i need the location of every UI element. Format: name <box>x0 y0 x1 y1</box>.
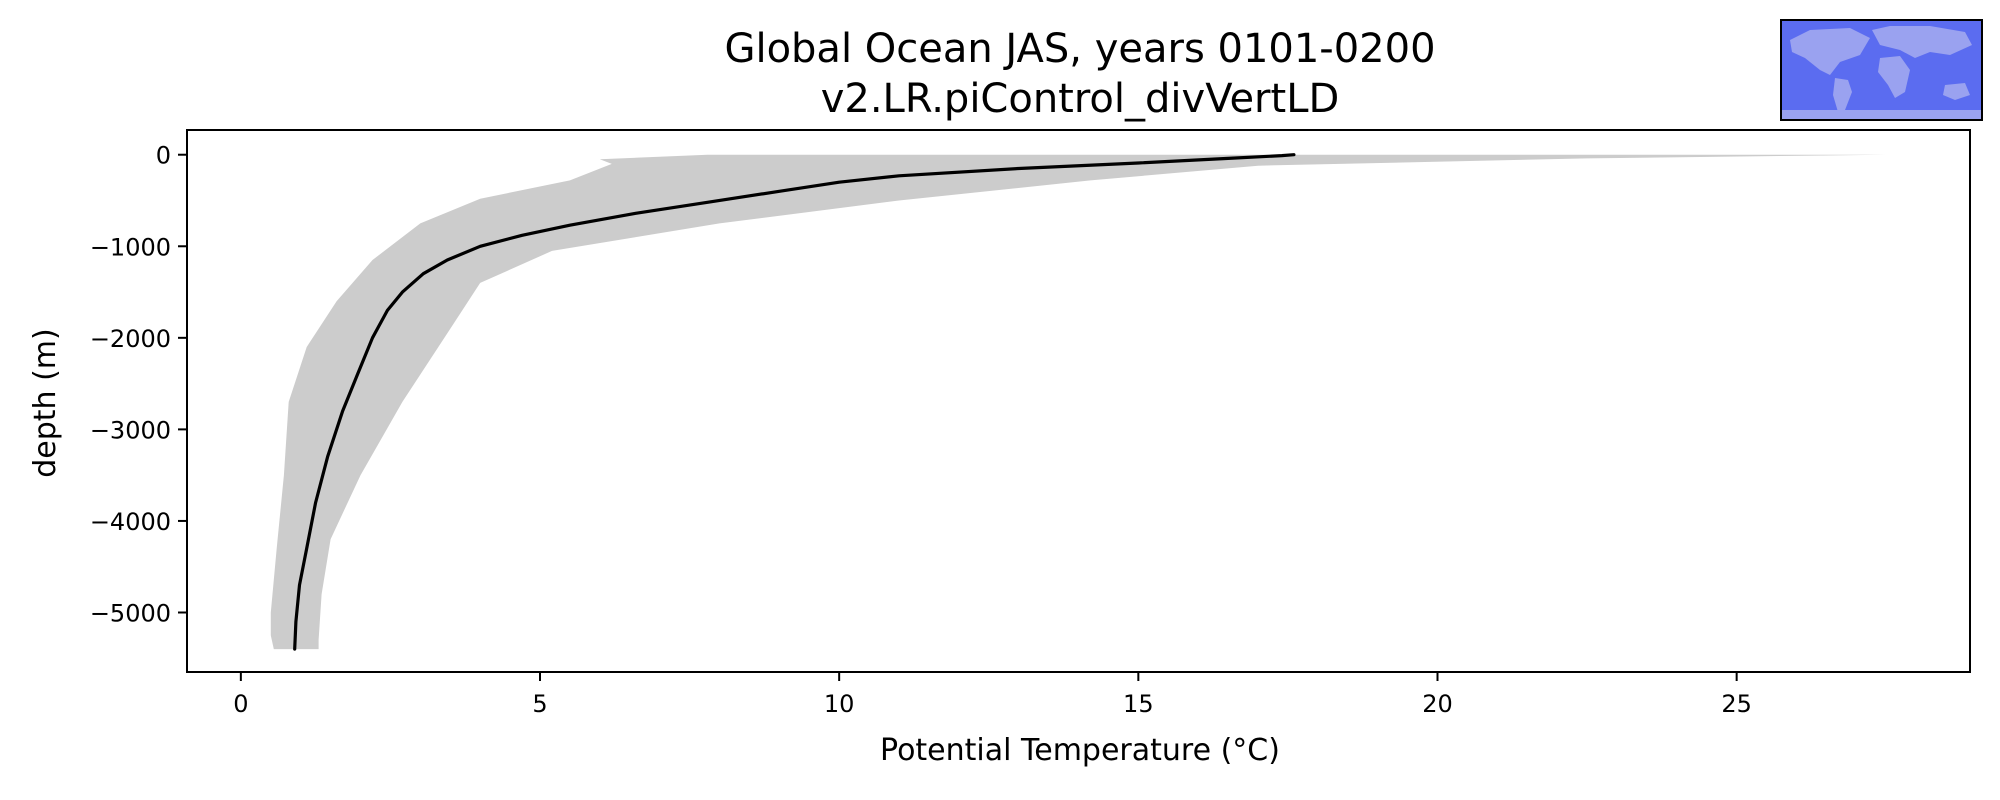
y-tick-label: −4000 <box>90 508 171 536</box>
antarctica-shape <box>1782 110 1981 119</box>
axes-frame <box>186 129 1971 673</box>
y-tick-label: −3000 <box>90 416 171 444</box>
x-tick-label: 0 <box>233 690 248 718</box>
y-axis-label: depth (m) <box>28 328 63 478</box>
south-america-shape <box>1833 78 1852 112</box>
x-tick-label: 10 <box>824 690 855 718</box>
x-tick-label: 25 <box>1721 690 1752 718</box>
y-axis: 0 −1000 −2000 −3000 −4000 −5000 <box>90 142 187 627</box>
y-tick-label: −5000 <box>90 599 171 627</box>
mean-line <box>293 153 1296 651</box>
chart-title: Global Ocean JAS, years 0101-0200 <box>724 26 1435 72</box>
map-land <box>1782 26 1981 119</box>
x-tick-label: 5 <box>532 690 547 718</box>
range-band <box>270 154 1887 650</box>
x-tick-label: 15 <box>1123 690 1154 718</box>
x-axis: 0 5 10 15 20 25 <box>233 672 1752 718</box>
y-tick-label: −1000 <box>90 233 171 261</box>
global-region-map <box>1780 19 1983 121</box>
plot-area <box>186 129 1971 673</box>
y-tick-label: 0 <box>156 142 171 170</box>
x-axis-label: Potential Temperature (°C) <box>880 733 1280 768</box>
africa-shape <box>1878 56 1910 98</box>
x-tick-label: 20 <box>1422 690 1453 718</box>
eurasia-shape <box>1872 26 1972 58</box>
chart-subtitle: v2.LR.piControl_divVertLD <box>821 76 1340 122</box>
north-america-shape <box>1790 28 1870 75</box>
y-tick-label: −2000 <box>90 325 171 353</box>
australia-shape <box>1943 83 1970 100</box>
map-border <box>1780 19 1983 121</box>
